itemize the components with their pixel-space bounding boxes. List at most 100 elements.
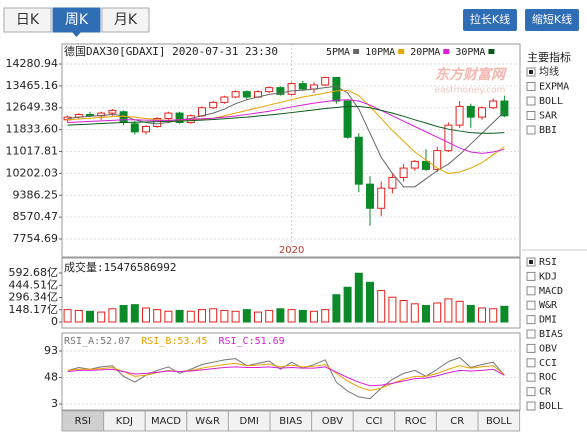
indicator-tab-label[interactable]: CR <box>450 416 464 427</box>
zoom-button[interactable] <box>463 9 517 31</box>
indicator-option[interactable]: ROC <box>539 372 557 383</box>
candle-body <box>478 107 486 118</box>
volume-bar <box>343 286 352 323</box>
checkbox[interactable] <box>526 387 536 397</box>
indicator-option[interactable]: CR <box>539 387 552 398</box>
line-series <box>67 99 505 154</box>
volume-bar <box>86 310 94 323</box>
period-tab[interactable] <box>101 7 150 33</box>
y-tick-label: 296.34亿 <box>9 291 59 304</box>
checkbox[interactable] <box>526 401 536 411</box>
indicator-tab-label[interactable]: W&R <box>195 416 220 427</box>
line-series <box>67 366 505 387</box>
candle-body <box>287 83 296 95</box>
candle-body <box>321 76 330 86</box>
indicator-tab-label[interactable]: BIAS <box>279 416 302 427</box>
checkbox[interactable] <box>526 82 536 91</box>
volume-bar <box>377 290 386 323</box>
legend-label: 10PMA <box>365 47 395 58</box>
checkbox[interactable] <box>526 329 536 339</box>
indicator-tab-label[interactable]: MACD <box>151 416 181 427</box>
candle-body <box>209 101 218 109</box>
volume-bar <box>119 304 128 323</box>
candle-body <box>433 150 442 170</box>
indicator-tab-label[interactable]: OBV <box>322 416 343 427</box>
volume-bar <box>265 309 274 323</box>
indicator-option[interactable]: BIAS <box>539 329 563 340</box>
indicator-option[interactable]: SAR <box>539 111 558 122</box>
y-tick-label: 48 <box>44 371 58 384</box>
legend-swatch <box>443 49 450 54</box>
volume-bar <box>410 303 419 323</box>
zoom-button-label[interactable]: 拉长K线 <box>470 12 510 26</box>
zoom-button-label[interactable]: 缩短K线 <box>532 12 572 26</box>
y-tick-label: 10202.03 <box>6 166 59 179</box>
period-tab[interactable] <box>3 7 52 33</box>
candle-body <box>500 100 509 117</box>
legend-label: RSI_B:53.45 <box>141 336 207 347</box>
checkbox[interactable] <box>526 315 536 325</box>
y-tick-label: 592.68亿 <box>9 266 59 279</box>
line-series <box>67 85 505 188</box>
volume-bar <box>231 310 240 323</box>
checkbox[interactable] <box>526 271 536 281</box>
indicator-tab-label[interactable]: BOLL <box>486 416 512 427</box>
volume-bar <box>478 307 486 323</box>
side-title: 主要指标 <box>527 50 571 64</box>
indicator-tab-label[interactable]: RSI <box>75 416 91 427</box>
indicator-option[interactable]: KDJ <box>539 271 557 282</box>
checkbox-mark <box>529 70 533 74</box>
indicator-option[interactable]: BBI <box>539 125 557 136</box>
panel-title: 德国DAX30[GDAXI] 2020-07-31 23:30 <box>64 44 278 58</box>
zoom-button[interactable] <box>525 9 579 31</box>
candle-body <box>399 167 408 178</box>
period-tab-label[interactable]: 日K <box>16 12 40 28</box>
indicator-option[interactable]: EXPMA <box>539 82 569 93</box>
indicator-option[interactable]: W&R <box>539 300 558 311</box>
period-tab-label[interactable]: 周K <box>65 12 89 28</box>
line-series <box>67 89 505 174</box>
candle-body <box>489 100 498 109</box>
main-frame <box>61 43 521 258</box>
legend-label: RSI_C:51.69 <box>218 336 284 347</box>
indicator-tab-label[interactable]: KDJ <box>116 416 133 427</box>
indicator-tab[interactable] <box>477 410 521 432</box>
period-tab-label[interactable]: 月K <box>114 12 138 28</box>
volume-bar <box>276 308 285 323</box>
indicator-option[interactable]: DMI <box>539 315 557 326</box>
volume-bar <box>321 309 330 323</box>
indicator-option[interactable]: CCI <box>539 358 557 369</box>
candle-body <box>455 105 464 126</box>
candle-body <box>410 160 419 169</box>
checkbox[interactable] <box>526 343 536 353</box>
checkbox[interactable] <box>526 125 536 135</box>
indicator-option[interactable]: RSI <box>539 257 557 268</box>
indicator-tab-label[interactable]: DMI <box>240 416 259 427</box>
checkbox[interactable] <box>526 286 536 296</box>
line-series <box>67 105 505 134</box>
indicator-option[interactable]: OBV <box>539 343 557 354</box>
volume-bar <box>175 309 184 323</box>
checkbox[interactable] <box>526 96 536 106</box>
checkbox[interactable] <box>526 300 536 310</box>
candle-body <box>276 87 285 95</box>
indicator-option[interactable]: 均线 <box>539 65 559 78</box>
indicator-option[interactable]: BOLL <box>539 96 563 107</box>
volume-bar <box>466 304 475 323</box>
indicator-option[interactable]: MACD <box>539 286 563 297</box>
indicator-tab-label[interactable]: ROC <box>405 416 427 427</box>
indicator-tab-label[interactable]: CCI <box>366 416 383 427</box>
y-tick-label: 7754.69 <box>13 232 59 245</box>
y-tick-label: 11833.60 <box>6 123 59 136</box>
volume-bar <box>97 311 106 323</box>
checkbox[interactable] <box>526 111 536 120</box>
indicator-option[interactable]: BOLL <box>539 401 563 412</box>
checkbox[interactable] <box>526 372 536 382</box>
volume-frame <box>61 257 521 329</box>
candle-body <box>343 100 352 138</box>
volume-bar <box>298 309 307 323</box>
panel-title: 成交量:15476586992 <box>64 260 176 274</box>
candle-body <box>86 113 94 117</box>
checkbox[interactable] <box>526 358 536 368</box>
